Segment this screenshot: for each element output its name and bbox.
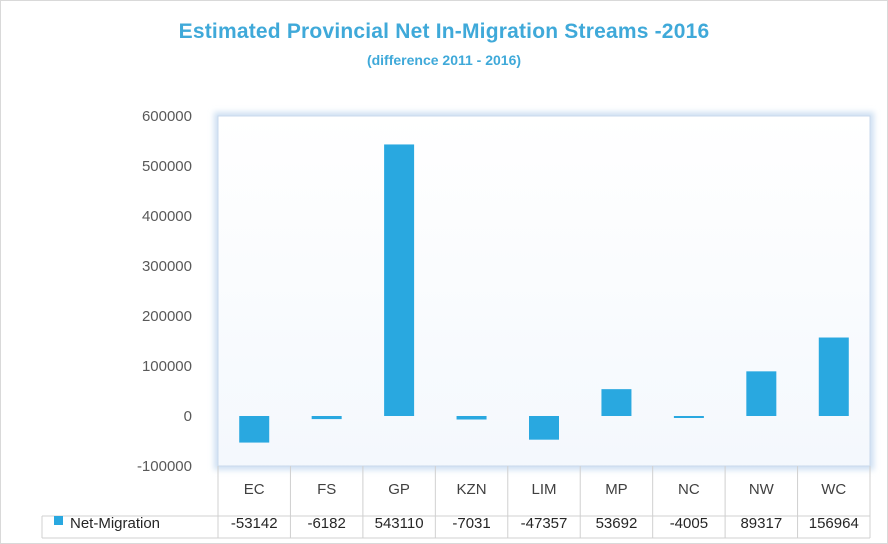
y-tick-label: 400000 — [142, 208, 192, 225]
y-tick-label: 200000 — [142, 308, 192, 325]
x-category-label: LIM — [531, 481, 556, 498]
legend-key — [54, 516, 63, 525]
y-tick-label: 300000 — [142, 258, 192, 275]
y-tick-label: 500000 — [142, 158, 192, 175]
x-category-label: EC — [244, 481, 265, 498]
table-value-gp: 543110 — [375, 515, 424, 532]
table-value-lim: -47357 — [521, 515, 568, 532]
bar-lim — [529, 416, 559, 440]
bar-nw — [746, 371, 777, 416]
table-value-kzn: -7031 — [452, 515, 490, 532]
bar-mp — [601, 389, 632, 416]
chart-title: Estimated Provincial Net In-Migration St… — [178, 20, 710, 43]
bar-kzn — [456, 416, 487, 420]
x-category-label: NW — [749, 481, 775, 498]
y-tick-label: -100000 — [137, 458, 192, 475]
x-category-label: WC — [821, 481, 846, 498]
x-category-label: GP — [388, 481, 410, 498]
bar-gp — [384, 144, 415, 416]
y-tick-label: 600000 — [142, 108, 192, 125]
x-category-label: MP — [605, 481, 628, 498]
table-value-nc: -4005 — [670, 515, 708, 532]
bar-wc — [818, 337, 849, 416]
table-value-wc: 156964 — [809, 515, 859, 532]
y-tick-label: 0 — [184, 408, 192, 425]
chart-subtitle: (difference 2011 - 2016) — [366, 52, 522, 68]
y-tick-label: 100000 — [142, 358, 192, 375]
table-value-ec: -53142 — [231, 515, 278, 532]
x-category-label: NC — [678, 481, 700, 498]
table-value-nw: 89317 — [740, 515, 782, 532]
legend-label: Net-Migration — [70, 515, 160, 532]
x-category-label: FS — [317, 481, 336, 498]
x-category-label: KZN — [457, 481, 487, 498]
table-value-mp: 53692 — [596, 515, 638, 532]
bar-fs — [311, 416, 342, 420]
table-value-fs: -6182 — [307, 515, 345, 532]
bar-ec — [239, 416, 270, 443]
bar-nc — [673, 416, 704, 419]
